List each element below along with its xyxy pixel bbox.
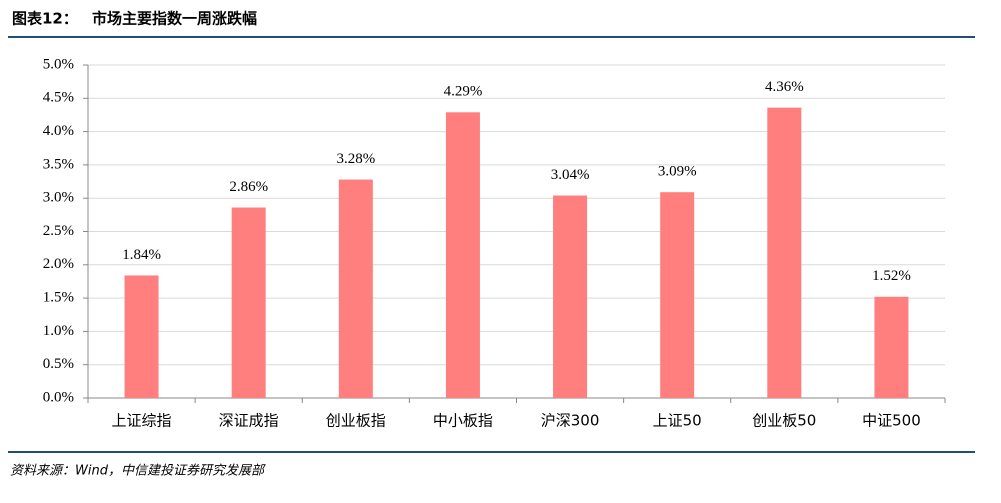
y-tick-label: 1.5%: [43, 290, 74, 306]
data-label: 1.84%: [122, 247, 161, 263]
data-label: 4.36%: [765, 79, 804, 95]
bar: [660, 192, 695, 398]
bar: [553, 195, 588, 398]
y-tick-label: 4.5%: [43, 90, 74, 106]
data-label: 4.29%: [444, 84, 483, 100]
y-tick-label: 2.5%: [43, 223, 74, 239]
y-tick-label: 3.5%: [43, 156, 74, 172]
figure-label: 图表12：: [12, 10, 78, 28]
x-tick-label: 中小板指: [433, 412, 493, 430]
y-tick-label: 4.0%: [43, 123, 74, 139]
bar: [445, 112, 480, 398]
bar: [338, 179, 373, 398]
bar: [874, 296, 909, 398]
y-tick-label: 0.5%: [43, 356, 74, 372]
y-tick-label: 3.0%: [43, 190, 74, 206]
x-tick-label: 上证50: [653, 412, 702, 430]
data-label: 3.09%: [658, 164, 697, 180]
x-tick-label: 上证综指: [112, 412, 172, 430]
data-label: 3.28%: [336, 151, 375, 167]
x-tick-label: 中证500: [862, 412, 921, 430]
bar: [767, 107, 802, 399]
x-tick-label: 创业板指: [326, 412, 386, 430]
y-tick-label: 5.0%: [43, 56, 74, 72]
y-tick-label: 1.0%: [43, 323, 74, 339]
data-label: 2.86%: [229, 179, 268, 195]
chart-title: 市场主要指数一周涨跌幅: [92, 10, 257, 28]
x-tick-label: 创业板50: [752, 412, 816, 430]
bar: [124, 275, 159, 398]
y-tick-label: 2.0%: [43, 256, 74, 272]
data-label: 3.04%: [551, 167, 590, 183]
data-label: 1.52%: [872, 268, 911, 284]
y-tick-label: 0.0%: [43, 389, 74, 405]
source-note: 资料来源：Wind，中信建投证券研究发展部: [10, 463, 266, 479]
bar: [231, 207, 266, 398]
x-tick-label: 沪深300: [541, 412, 600, 430]
x-tick-label: 深证成指: [219, 412, 279, 430]
